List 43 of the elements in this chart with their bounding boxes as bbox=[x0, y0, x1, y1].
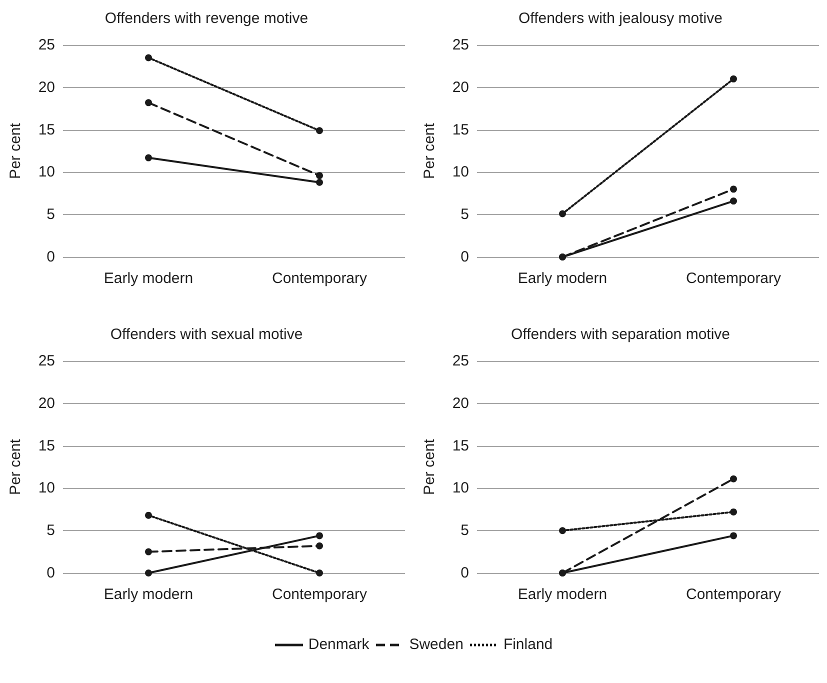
y-tick-label: 0 bbox=[46, 564, 55, 582]
y-tick-label: 15 bbox=[38, 121, 55, 138]
x-tick-label: Contemporary bbox=[272, 270, 368, 287]
y-tick-label: 20 bbox=[452, 394, 469, 412]
y-tick-label: 25 bbox=[452, 352, 469, 370]
chart-title: Offenders with revenge motive bbox=[104, 10, 308, 27]
y-tick-label: 10 bbox=[38, 480, 55, 497]
y-tick-label: 5 bbox=[460, 206, 469, 224]
y-tick-label: 25 bbox=[38, 352, 55, 370]
chart-title: Offenders with sexual motive bbox=[110, 326, 303, 343]
y-tick-label: 15 bbox=[452, 121, 469, 138]
y-tick-label: 5 bbox=[46, 522, 55, 540]
y-tick-label: 0 bbox=[460, 248, 469, 266]
x-tick-label: Early modern bbox=[104, 586, 194, 603]
y-tick-label: 10 bbox=[38, 164, 55, 181]
y-axis-title: Per cent bbox=[7, 438, 24, 495]
y-tick-label: 10 bbox=[452, 480, 469, 497]
x-tick-label: Contemporary bbox=[686, 270, 782, 287]
y-tick-label: 5 bbox=[460, 522, 469, 540]
x-tick-label: Contemporary bbox=[686, 586, 782, 603]
x-tick-label: Early modern bbox=[518, 586, 608, 603]
y-tick-label: 20 bbox=[38, 78, 55, 96]
x-tick-label: Early modern bbox=[104, 270, 194, 287]
y-tick-label: 5 bbox=[46, 206, 55, 224]
y-tick-label: 25 bbox=[38, 36, 55, 54]
y-tick-label: 25 bbox=[452, 36, 469, 54]
y-tick-label: 10 bbox=[452, 164, 469, 181]
y-axis-title: Per cent bbox=[421, 438, 438, 495]
legend-label: Finland bbox=[503, 636, 553, 653]
y-tick-label: 15 bbox=[38, 437, 55, 454]
y-tick-label: 20 bbox=[38, 394, 55, 412]
legend-label: Denmark bbox=[308, 636, 370, 653]
x-tick-label: Contemporary bbox=[272, 586, 368, 603]
y-tick-label: 0 bbox=[460, 564, 469, 582]
legend-label: Sweden bbox=[409, 636, 464, 653]
x-tick-label: Early modern bbox=[518, 270, 608, 287]
y-axis-title: Per cent bbox=[421, 122, 438, 179]
y-tick-label: 0 bbox=[46, 248, 55, 266]
chart-title: Offenders with separation motive bbox=[510, 326, 730, 343]
y-axis-title: Per cent bbox=[7, 122, 24, 179]
y-tick-label: 15 bbox=[452, 437, 469, 454]
y-tick-label: 20 bbox=[452, 78, 469, 96]
chart-title: Offenders with jealousy motive bbox=[518, 10, 722, 27]
